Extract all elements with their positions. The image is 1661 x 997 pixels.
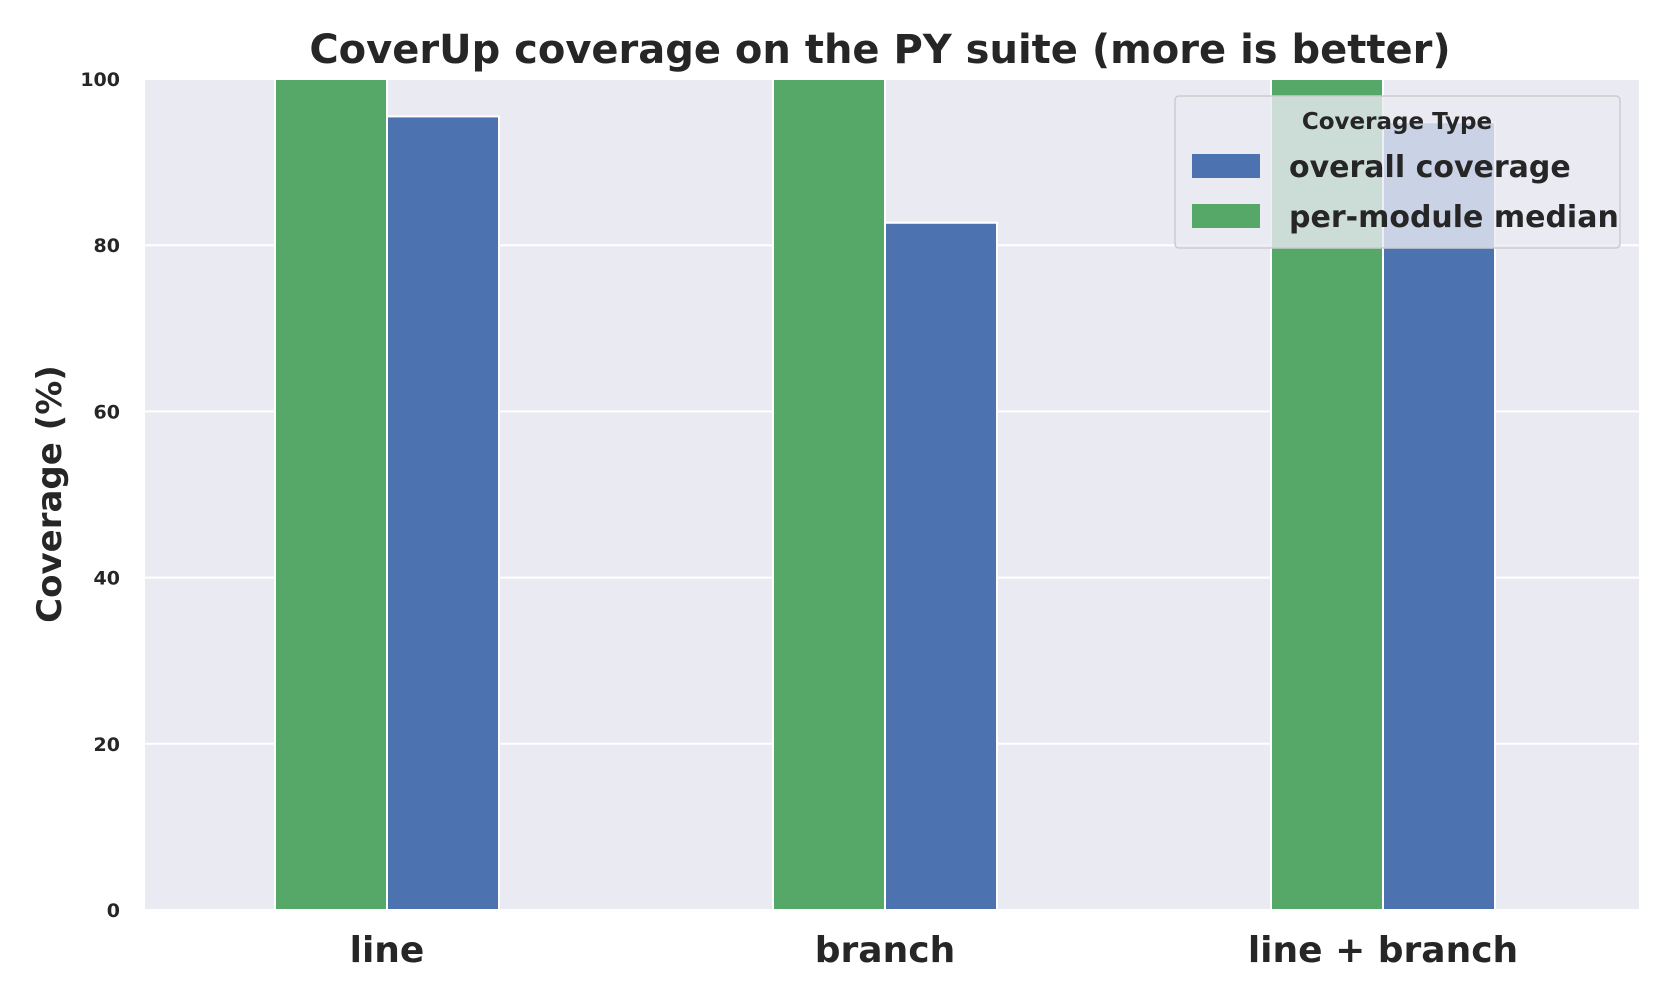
- legend-swatch: [1192, 154, 1260, 178]
- x-tick-label: branch: [815, 930, 955, 971]
- y-tick-label: 0: [107, 900, 120, 922]
- y-tick-label: 80: [94, 235, 120, 257]
- y-tick-label: 100: [80, 69, 120, 91]
- legend-title: Coverage Type: [1302, 109, 1492, 135]
- x-tick-label: line: [350, 930, 425, 971]
- bar-per-module-median-0: [274, 78, 388, 911]
- legend-box: [1174, 95, 1621, 249]
- y-axis-label: Coverage (%): [30, 365, 70, 623]
- y-axis-ticks: 0 20 40 60 80 100: [80, 69, 120, 922]
- bars: [274, 78, 1496, 912]
- y-tick-label: 20: [94, 734, 120, 756]
- legend: Coverage Type overall coverage per-module…: [1174, 95, 1621, 249]
- bar-overall-coverage-2: [1382, 121, 1496, 912]
- legend-entry-label: per-module median: [1289, 200, 1619, 235]
- bar-overall-coverage-1: [884, 221, 998, 911]
- legend-swatch: [1192, 204, 1260, 228]
- x-tick-label: line + branch: [1248, 930, 1518, 971]
- legend-entry-label: overall coverage: [1289, 150, 1571, 185]
- y-tick-label: 60: [94, 401, 120, 423]
- bar-overall-coverage-0: [386, 115, 500, 911]
- x-axis-ticks: line branch line + branch: [350, 930, 1519, 971]
- bar-per-module-median-1: [772, 78, 886, 911]
- y-tick-label: 40: [94, 568, 120, 590]
- chart-title: CoverUp coverage on the PY suite (more i…: [309, 27, 1450, 73]
